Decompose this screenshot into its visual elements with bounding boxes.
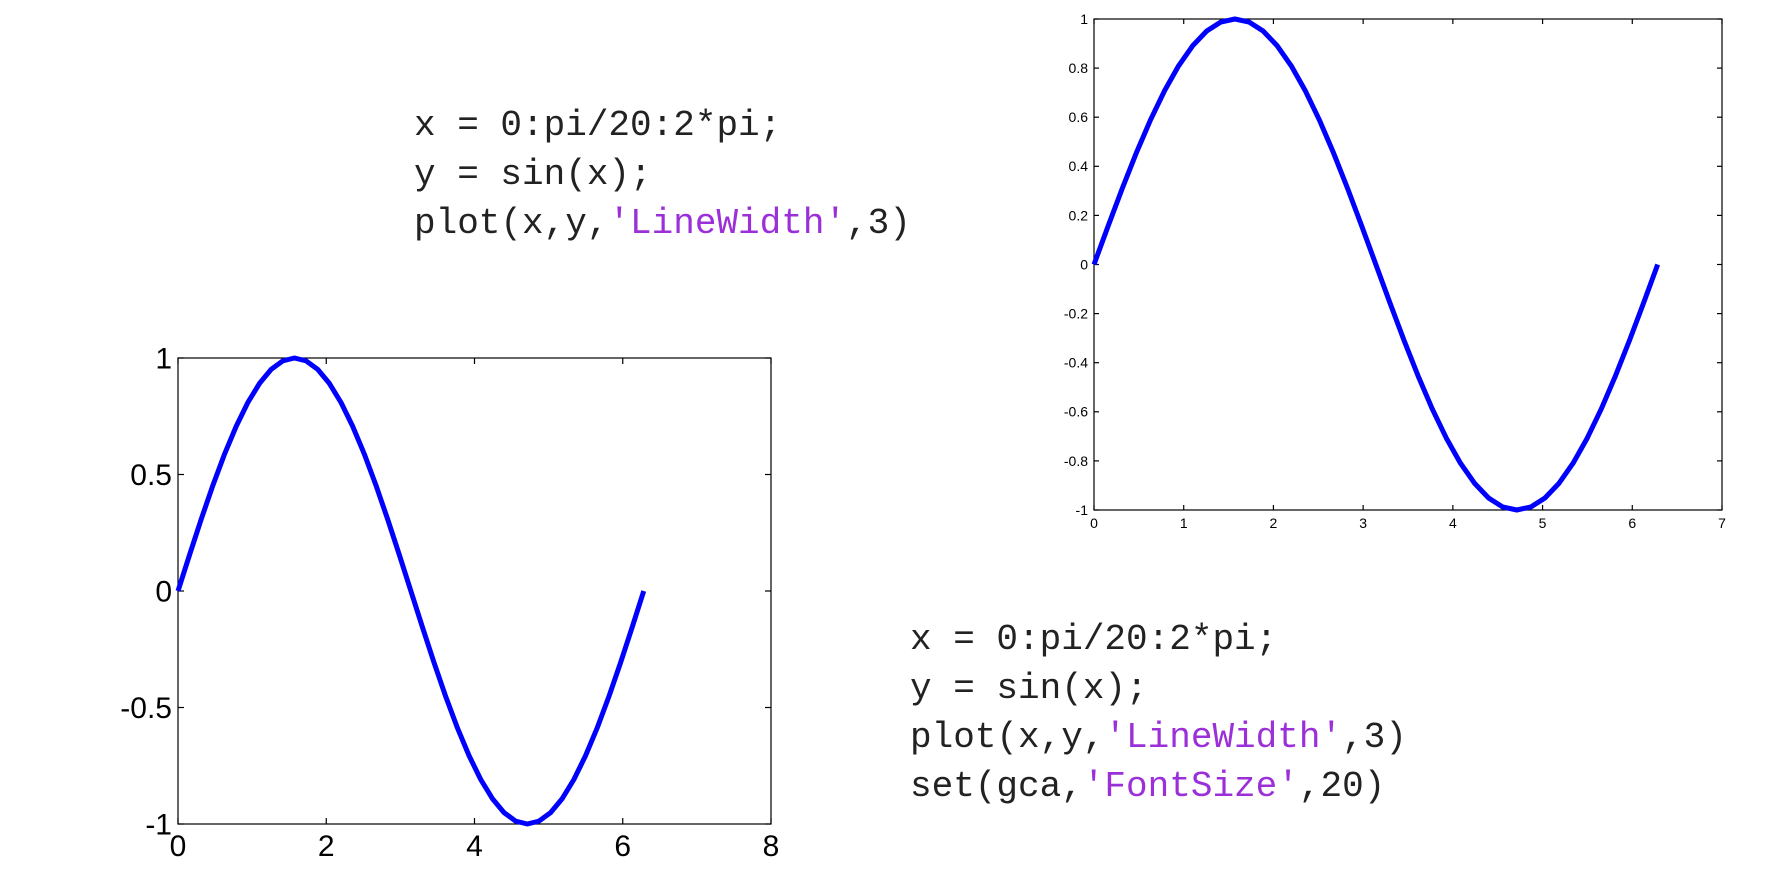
y-tick-label: 0.6 — [1069, 109, 1089, 125]
y-tick-label: 0.8 — [1069, 60, 1089, 76]
y-tick-label: -0.2 — [1064, 306, 1088, 322]
code-text: ,20) — [1298, 766, 1386, 807]
code-text: y = sin(x); — [910, 668, 1148, 709]
code-string-literal: 'LineWidth' — [1104, 717, 1343, 758]
code-text: y = sin(x); — [414, 154, 652, 195]
code-text: ,3) — [1342, 717, 1407, 758]
x-tick-label: 5 — [1539, 515, 1547, 531]
code-block-default-font: x = 0:pi/20:2*pi; y = sin(x); plot(x,y,'Li… — [414, 101, 911, 248]
x-tick-label: 6 — [614, 830, 631, 863]
y-tick-label: -0.6 — [1064, 404, 1088, 420]
y-tick-label: 0 — [155, 576, 172, 609]
code-block-large-font: x = 0:pi/20:2*pi; y = sin(x); plot(x,y,'Li… — [910, 615, 1407, 811]
code-line: y = sin(x); — [910, 664, 1407, 713]
code-line: y = sin(x); — [414, 150, 911, 199]
plot-area-frame — [177, 357, 772, 825]
x-tick-label: 6 — [1628, 515, 1636, 531]
y-tick-label: 0.5 — [130, 459, 172, 492]
code-text: x = 0:pi/20:2*pi; — [910, 619, 1278, 660]
y-tick-label: -1 — [1076, 502, 1089, 518]
code-line: x = 0:pi/20:2*pi; — [414, 101, 911, 150]
x-tick-label: 3 — [1359, 515, 1367, 531]
y-tick-label: 1 — [155, 343, 172, 376]
code-line: x = 0:pi/20:2*pi; — [910, 615, 1407, 664]
x-tick-label: 0 — [1090, 515, 1098, 531]
code-line: plot(x,y,'LineWidth',3) — [910, 713, 1407, 762]
y-tick-label: 1 — [1080, 11, 1088, 27]
code-text: plot(x,y, — [910, 717, 1105, 758]
y-tick-label: -0.8 — [1064, 453, 1088, 469]
y-tick-label: -0.4 — [1064, 355, 1088, 371]
x-tick-label: 4 — [466, 830, 483, 863]
y-tick-label: -0.5 — [120, 692, 172, 725]
y-tick-label: 0 — [1080, 256, 1088, 272]
y-tick-label: -1 — [145, 809, 172, 842]
code-text: x = 0:pi/20:2*pi; — [414, 105, 782, 146]
y-tick-label: 0.4 — [1069, 158, 1089, 174]
code-text: set(gca, — [910, 766, 1083, 807]
code-text: plot(x,y, — [414, 203, 609, 244]
code-string-literal: 'LineWidth' — [608, 203, 847, 244]
x-tick-label: 2 — [318, 830, 335, 863]
code-string-literal: 'FontSize' — [1082, 766, 1299, 807]
x-tick-label: 8 — [763, 830, 780, 863]
code-line: plot(x,y,'LineWidth',3) — [414, 199, 911, 248]
code-text: ,3) — [846, 203, 911, 244]
x-tick-label: 2 — [1270, 515, 1278, 531]
x-tick-label: 4 — [1449, 515, 1457, 531]
sine-series-line — [1091, 16, 1661, 513]
sine-series-line — [175, 355, 647, 827]
code-line: set(gca,'FontSize',20) — [910, 762, 1407, 811]
x-tick-label: 0 — [170, 830, 187, 863]
x-tick-label: 1 — [1180, 515, 1188, 531]
x-tick-label: 7 — [1718, 515, 1726, 531]
y-tick-label: 0.2 — [1069, 207, 1089, 223]
